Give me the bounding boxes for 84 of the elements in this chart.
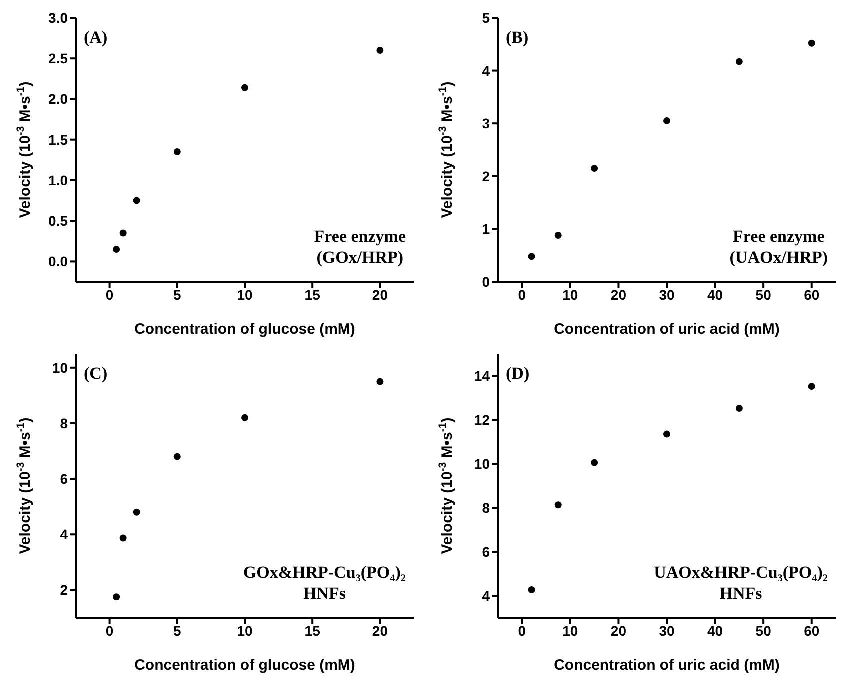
x-tick-label: 5 [174,622,182,639]
annotation: (C) [84,364,108,384]
point [664,117,670,124]
y-tick-label: 0.5 [48,213,68,230]
y-tick-label: 10 [52,360,68,376]
y-tick-label: 10 [474,456,490,472]
x-axis-title: Concentration of uric acid (mM) [554,321,780,338]
point [242,414,248,422]
point [376,46,384,54]
annotation: (A) [84,28,108,48]
x-tick-label: 10 [562,286,578,303]
y-tick-label: 1.5 [48,132,68,148]
point [174,148,181,156]
y-tick-label: 4 [482,588,490,604]
annotation: Free enzyme (UAOx/HRP) [730,226,828,268]
point [736,58,743,66]
x-tick-label: 20 [372,286,388,303]
annotation: UAOx&HRP-Cu₃(PO₄)₂ HNFs [654,562,828,604]
x-tick-label: 20 [372,622,388,639]
point [113,246,120,254]
x-axis-title: Concentration of glucose (mM) [134,321,356,338]
y-tick-label: 4 [60,526,68,543]
point [174,453,181,460]
point [376,378,384,386]
point [113,594,120,601]
point [120,230,127,237]
annotation: (B) [506,28,529,48]
y-tick-label: 14 [474,368,490,384]
x-tick-label: 50 [756,622,772,639]
y-tick-label: 1.0 [48,172,68,188]
y-tick-label: 3.0 [48,10,68,26]
point [808,383,816,390]
y-tick-label: 3 [482,116,490,132]
y-tick-label: 6 [60,471,68,488]
point [554,232,562,240]
y-tick-label: 0.0 [48,254,68,270]
point [133,197,140,204]
y-tick-label: 6 [482,544,490,560]
x-tick-label: 15 [304,286,321,303]
y-tick-label: 2 [60,582,68,598]
point [591,459,598,466]
x-tick-label: 50 [756,286,772,303]
y-tick-label: 5 [482,10,490,26]
y-tick-label: 8 [60,415,68,432]
x-tick-label: 15 [304,622,321,639]
y-tick-label: 2.0 [48,91,68,108]
point [664,430,670,438]
point [242,84,248,92]
point [120,534,127,542]
y-tick-label: 12 [474,412,490,428]
point [133,508,140,516]
point [528,253,536,260]
y-tick-label: 2.5 [48,50,68,67]
x-tick-label: 10 [237,622,253,639]
x-tick-label: 20 [610,622,627,639]
point [554,502,562,509]
y-tick-label: 2 [482,168,490,184]
y-tick-label: 4 [482,62,490,79]
x-tick-label: 40 [707,622,724,639]
point [528,586,536,594]
x-tick-label: 30 [659,286,675,303]
x-tick-label: 0 [106,286,114,303]
point [808,40,816,47]
x-tick-label: 30 [659,622,675,639]
annotation: GOx&HRP-Cu₃(PO₄)₂ HNFs [243,562,406,604]
x-tick-label: 0 [518,286,526,303]
annotation: (D) [506,364,530,384]
x-tick-label: 60 [804,622,820,639]
y-tick-label: 1 [482,221,490,238]
x-tick-label: 60 [804,286,820,303]
x-tick-label: 0 [518,622,526,639]
y-tick-label: 0 [482,274,490,290]
x-axis-title: Concentration of glucose (mM) [134,657,356,674]
x-tick-label: 20 [610,286,627,303]
x-axis-title: Concentration of uric acid (mM) [554,657,780,674]
x-tick-label: 0 [106,622,114,639]
x-tick-label: 10 [562,622,578,639]
point [591,164,598,172]
x-tick-label: 5 [174,286,182,303]
point [736,405,743,412]
y-tick-label: 8 [482,500,490,516]
annotation: Free enzyme (GOx/HRP) [314,226,406,268]
x-tick-label: 40 [707,286,724,303]
x-tick-label: 10 [237,286,253,303]
